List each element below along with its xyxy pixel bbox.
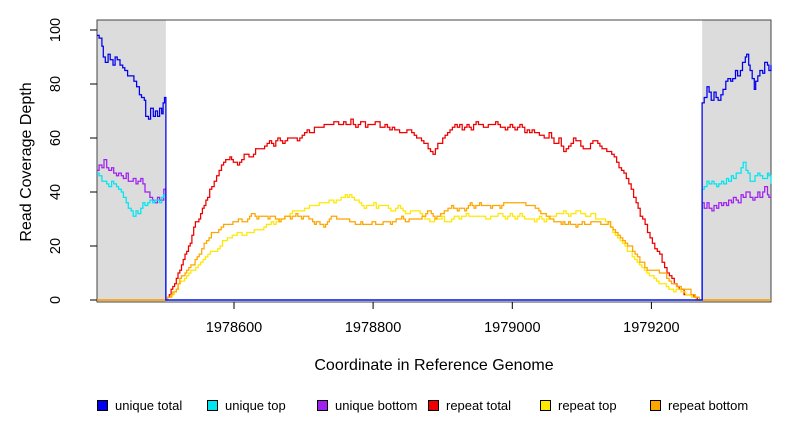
- x-axis-title: Coordinate in Reference Genome: [314, 357, 554, 374]
- y-tick-label: 0: [48, 296, 64, 304]
- x-tick-label: 1979200: [623, 320, 679, 336]
- legend-label: unique top: [225, 398, 286, 413]
- legend-label: unique bottom: [335, 398, 418, 413]
- series-line-repeat-total: [97, 118, 771, 301]
- legend-swatch-repeat-bottom: [650, 400, 661, 411]
- series-line-unique-total: [97, 34, 772, 301]
- y-tick-label: 100: [48, 18, 64, 42]
- plot-frame: [96, 19, 772, 303]
- series-line-repeat-top: [97, 194, 771, 301]
- legend-swatch-unique-top: [207, 400, 218, 411]
- y-tick-label: 80: [48, 76, 64, 92]
- legend-swatch-unique-total: [97, 400, 108, 411]
- series-line-repeat-bottom: [97, 202, 771, 301]
- coverage-chart: 1978600 1978800 1979000 1979200 0 20 40 60 80 100: [48, 18, 772, 336]
- legend-label: repeat bottom: [668, 398, 749, 413]
- legend-swatch-unique-bottom: [317, 400, 328, 411]
- legend-item-unique-bottom: unique bottom: [317, 399, 417, 412]
- legend-item-repeat-bottom: repeat bottom: [650, 399, 748, 412]
- legend-item-repeat-total: repeat total: [428, 399, 511, 412]
- y-tick-label: 60: [48, 130, 64, 146]
- legend-label: repeat total: [446, 398, 512, 413]
- y-tick-label: 20: [48, 238, 64, 254]
- legend-item-unique-total: unique total: [97, 399, 182, 412]
- legend-item-unique-top: unique top: [207, 399, 286, 412]
- shaded-flank-region: [97, 20, 166, 302]
- legend-swatch-repeat-total: [428, 400, 439, 411]
- y-tick-label: 40: [48, 184, 64, 200]
- series-line-unique-top: [97, 161, 772, 301]
- legend-label: unique total: [115, 398, 183, 413]
- legend-swatch-repeat-top: [540, 400, 551, 411]
- shaded-flank-region: [702, 20, 771, 302]
- x-tick-label: 1979000: [484, 320, 540, 336]
- x-tick-label: 1978600: [206, 320, 262, 336]
- y-axis-title: Read Coverage Depth: [18, 82, 35, 242]
- legend-label: repeat top: [558, 398, 617, 413]
- x-tick-label: 1978800: [345, 320, 401, 336]
- series-line-unique-bottom: [97, 158, 771, 301]
- legend-item-repeat-top: repeat top: [540, 399, 617, 412]
